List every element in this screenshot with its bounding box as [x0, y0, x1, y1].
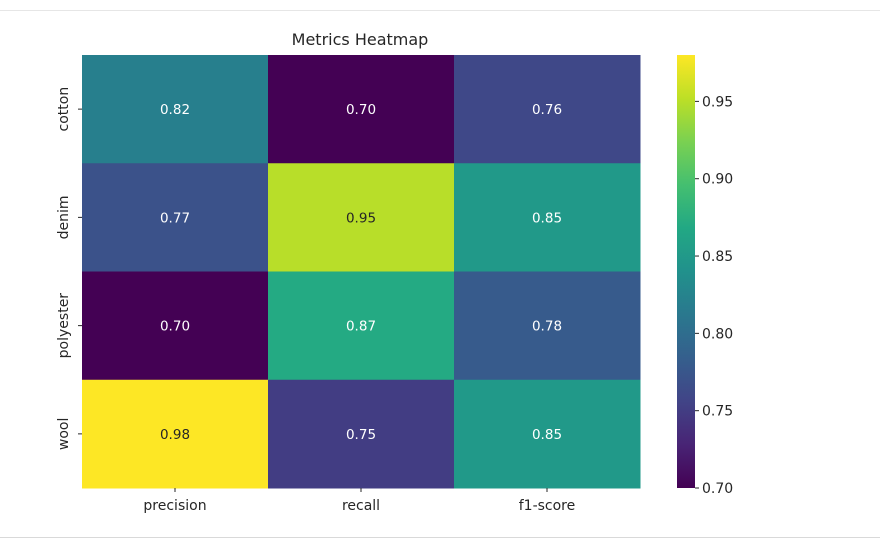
cell-value-label: 0.78	[532, 319, 562, 335]
colorbar-tick-label: 0.80	[702, 326, 733, 342]
cell-value-label: 0.70	[160, 319, 190, 335]
x-tick-label-precision: precision	[143, 498, 206, 514]
cell-value-label: 0.76	[532, 102, 562, 118]
colorbar-tick-label: 0.95	[702, 94, 733, 110]
output-top-rule	[0, 10, 880, 11]
x-tick-label-recall: recall	[342, 498, 380, 514]
cell-value-label: 0.75	[346, 427, 376, 443]
heatmap-cell-cotton-f1-score	[454, 55, 641, 164]
cell-value-label: 0.98	[160, 427, 190, 443]
heatmap-cell-wool-f1-score	[454, 379, 641, 489]
colorbar-ticks: 0.70 0.75 0.80 0.85 0.90 0.95	[695, 94, 733, 497]
cell-value-label: 0.87	[346, 319, 376, 335]
colorbar-tick-label: 0.85	[702, 249, 733, 265]
cell-value-label: 0.85	[532, 427, 562, 443]
cell-value-label: 0.70	[346, 102, 376, 118]
output-bottom-rule	[0, 537, 880, 538]
colorbar-tick-label: 0.75	[702, 404, 733, 420]
heatmap-cell-wool-recall	[268, 379, 455, 489]
heatmap-cell-denim-recall	[268, 163, 455, 272]
heatmap-cell-denim-f1-score	[454, 163, 641, 272]
heatmap-cell-cotton-recall	[268, 55, 455, 164]
y-tick-label-cotton: cotton	[56, 87, 72, 132]
cell-value-label: 0.82	[160, 102, 190, 118]
colorbar-tick-label: 0.70	[702, 481, 733, 497]
colorbar-tick-label: 0.90	[702, 172, 733, 188]
heatmap-cell-polyester-precision	[82, 271, 269, 381]
y-tick-label-polyester: polyester	[56, 293, 72, 359]
heatmap-cells	[82, 55, 641, 489]
chart-title: Metrics Heatmap	[292, 30, 429, 49]
heatmap-cell-cotton-precision	[82, 55, 269, 164]
cell-value-label: 0.85	[532, 210, 562, 226]
x-tick-label-f1-score: f1-score	[519, 498, 576, 514]
colorbar	[677, 55, 695, 488]
y-tick-label-denim: denim	[56, 195, 72, 239]
y-axis-ticks: cotton denim polyester wool	[56, 87, 82, 450]
heatmap-cell-polyester-recall	[268, 271, 455, 381]
cell-value-label: 0.95	[346, 210, 376, 226]
x-axis-ticks: precision recall f1-score	[143, 488, 575, 514]
heatmap-cell-wool-precision	[82, 379, 269, 489]
heatmap-cell-denim-precision	[82, 163, 269, 272]
cell-value-label: 0.77	[160, 210, 190, 226]
heatmap-annotations: 0.82 0.70 0.76 0.77 0.95 0.85 0.70 0.87 0.78 0.98…	[160, 102, 562, 443]
y-tick-label-wool: wool	[56, 418, 72, 450]
heatmap-cell-polyester-f1-score	[454, 271, 641, 381]
